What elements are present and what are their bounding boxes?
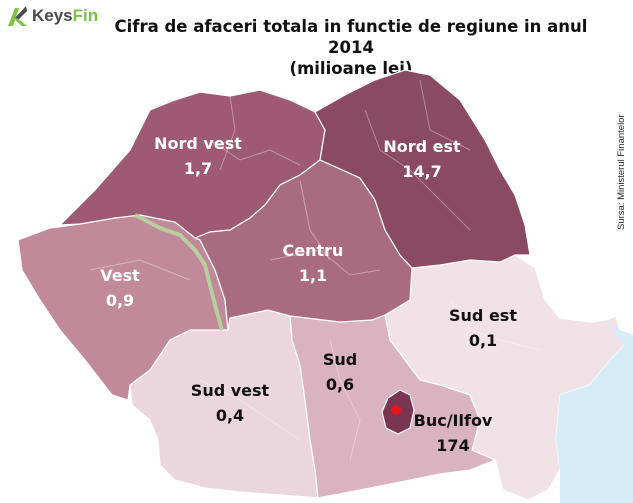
region-value: 0,1 xyxy=(468,331,498,350)
region-value: 1,7 xyxy=(183,159,213,178)
region-nord-est xyxy=(314,69,531,269)
label-sud-est: Sud est 0,1 xyxy=(423,305,543,351)
county-borders xyxy=(89,79,541,461)
region-name: Buc/Ilfov xyxy=(413,411,493,430)
region-value: 0,6 xyxy=(325,375,355,394)
region-value: 14,7 xyxy=(402,162,442,181)
region-value: 0,4 xyxy=(215,406,245,425)
region-value: 0,9 xyxy=(105,291,135,310)
region-name: Nord vest xyxy=(154,134,242,153)
region-name: Sud est xyxy=(449,306,517,325)
region-name: Sud vest xyxy=(190,381,270,400)
bucharest-marker-icon xyxy=(391,405,401,415)
label-nord-vest: Nord vest 1,7 xyxy=(138,133,258,179)
label-buc-ilfov: Buc/Ilfov 174 xyxy=(398,410,508,456)
map-title: Cifra de afaceri totala in functie de re… xyxy=(92,16,610,79)
region-value: 174 xyxy=(436,436,470,455)
title-line-2: (milioane lei) xyxy=(289,59,413,78)
region-name: Vest xyxy=(100,266,140,285)
region-value: 1,1 xyxy=(298,266,328,285)
label-vest: Vest 0,9 xyxy=(70,265,170,311)
title-line-1: Cifra de afaceri totala in functie de re… xyxy=(114,17,588,57)
region-name: Nord est xyxy=(383,137,461,156)
keysfin-logo: KeysFin xyxy=(6,4,116,30)
region-border-strip xyxy=(134,213,224,331)
label-sud-vest: Sud vest 0,4 xyxy=(170,380,290,426)
label-nord-est: Nord est 14,7 xyxy=(362,136,482,182)
sea-coast xyxy=(556,320,633,503)
label-centru: Centru 1,1 xyxy=(253,240,373,286)
label-sud: Sud 0,6 xyxy=(300,349,380,395)
region-name: Sud xyxy=(322,350,358,369)
logo-wordmark: KeysFin xyxy=(32,6,99,25)
region-name: Centru xyxy=(282,241,344,260)
keysfin-logo-mark-icon xyxy=(8,6,27,26)
